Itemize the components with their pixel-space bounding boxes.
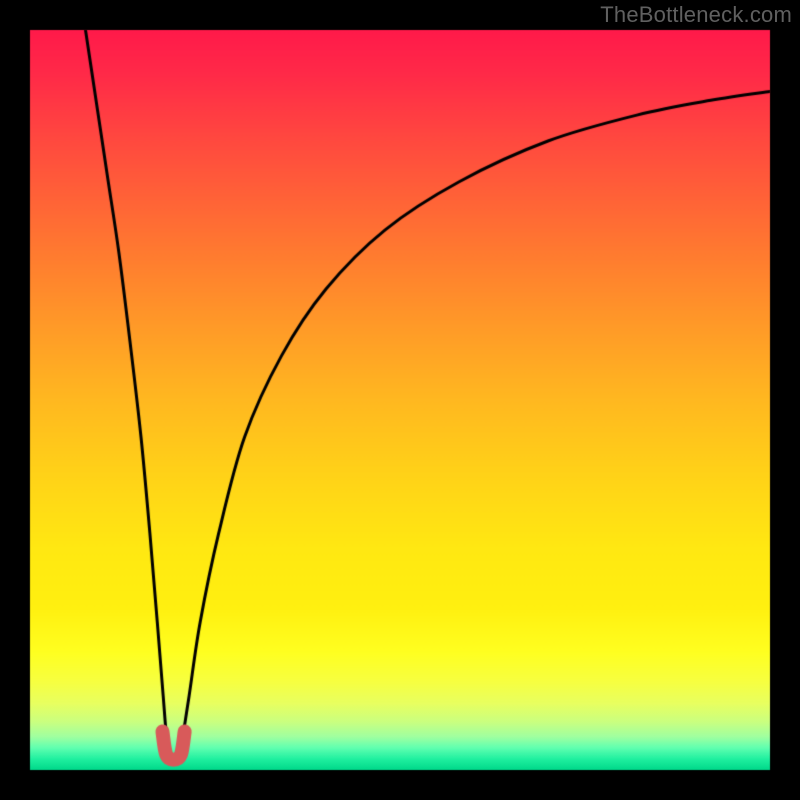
chart-container: TheBottleneck.com	[0, 0, 800, 800]
valley-marker	[0, 0, 800, 800]
